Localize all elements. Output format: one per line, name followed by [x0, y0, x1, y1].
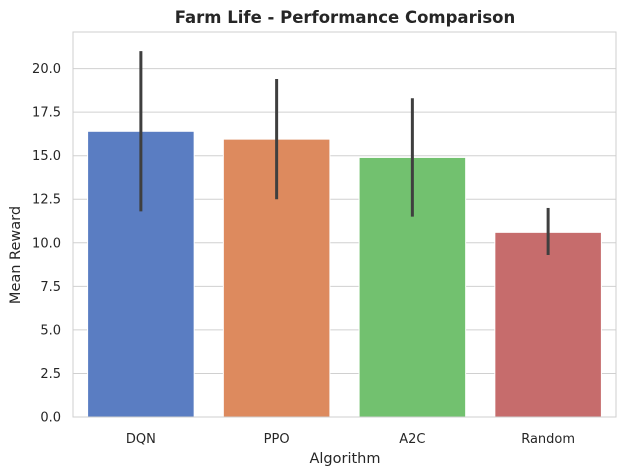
- x-tick-label: PPO: [264, 432, 290, 447]
- x-tick-label: Random: [521, 432, 575, 447]
- y-tick-label: 5.0: [40, 323, 61, 338]
- bar-random: [494, 231, 602, 418]
- y-tick-label: 17.5: [32, 106, 61, 121]
- x-axis-label: Algorithm: [309, 451, 380, 467]
- y-tick-label: 20.0: [32, 62, 61, 77]
- y-tick-label: 7.5: [40, 280, 61, 295]
- x-tick-label: DQN: [126, 432, 156, 447]
- plot-frame: [72, 31, 617, 418]
- y-tick-label: 12.5: [32, 193, 61, 208]
- chart-title: Farm Life - Performance Comparison: [175, 8, 516, 27]
- y-tick-labels: 0.0 2.5 5.0 7.5 10.0 12.5 15.0 17.5 20.0: [32, 62, 61, 425]
- y-axis-label: Mean Reward: [8, 206, 24, 304]
- y-tick-label: 2.5: [40, 367, 61, 382]
- x-tick-label: A2C: [399, 432, 425, 447]
- y-tick-label: 15.0: [32, 149, 61, 164]
- y-tick-label: 10.0: [32, 236, 61, 251]
- x-tick-labels: DQN PPO A2C Random: [126, 432, 575, 447]
- plot-border: [72, 31, 617, 418]
- bars: [87, 130, 602, 418]
- error-bars: [139, 51, 550, 255]
- y-tick-label: 0.0: [40, 411, 61, 426]
